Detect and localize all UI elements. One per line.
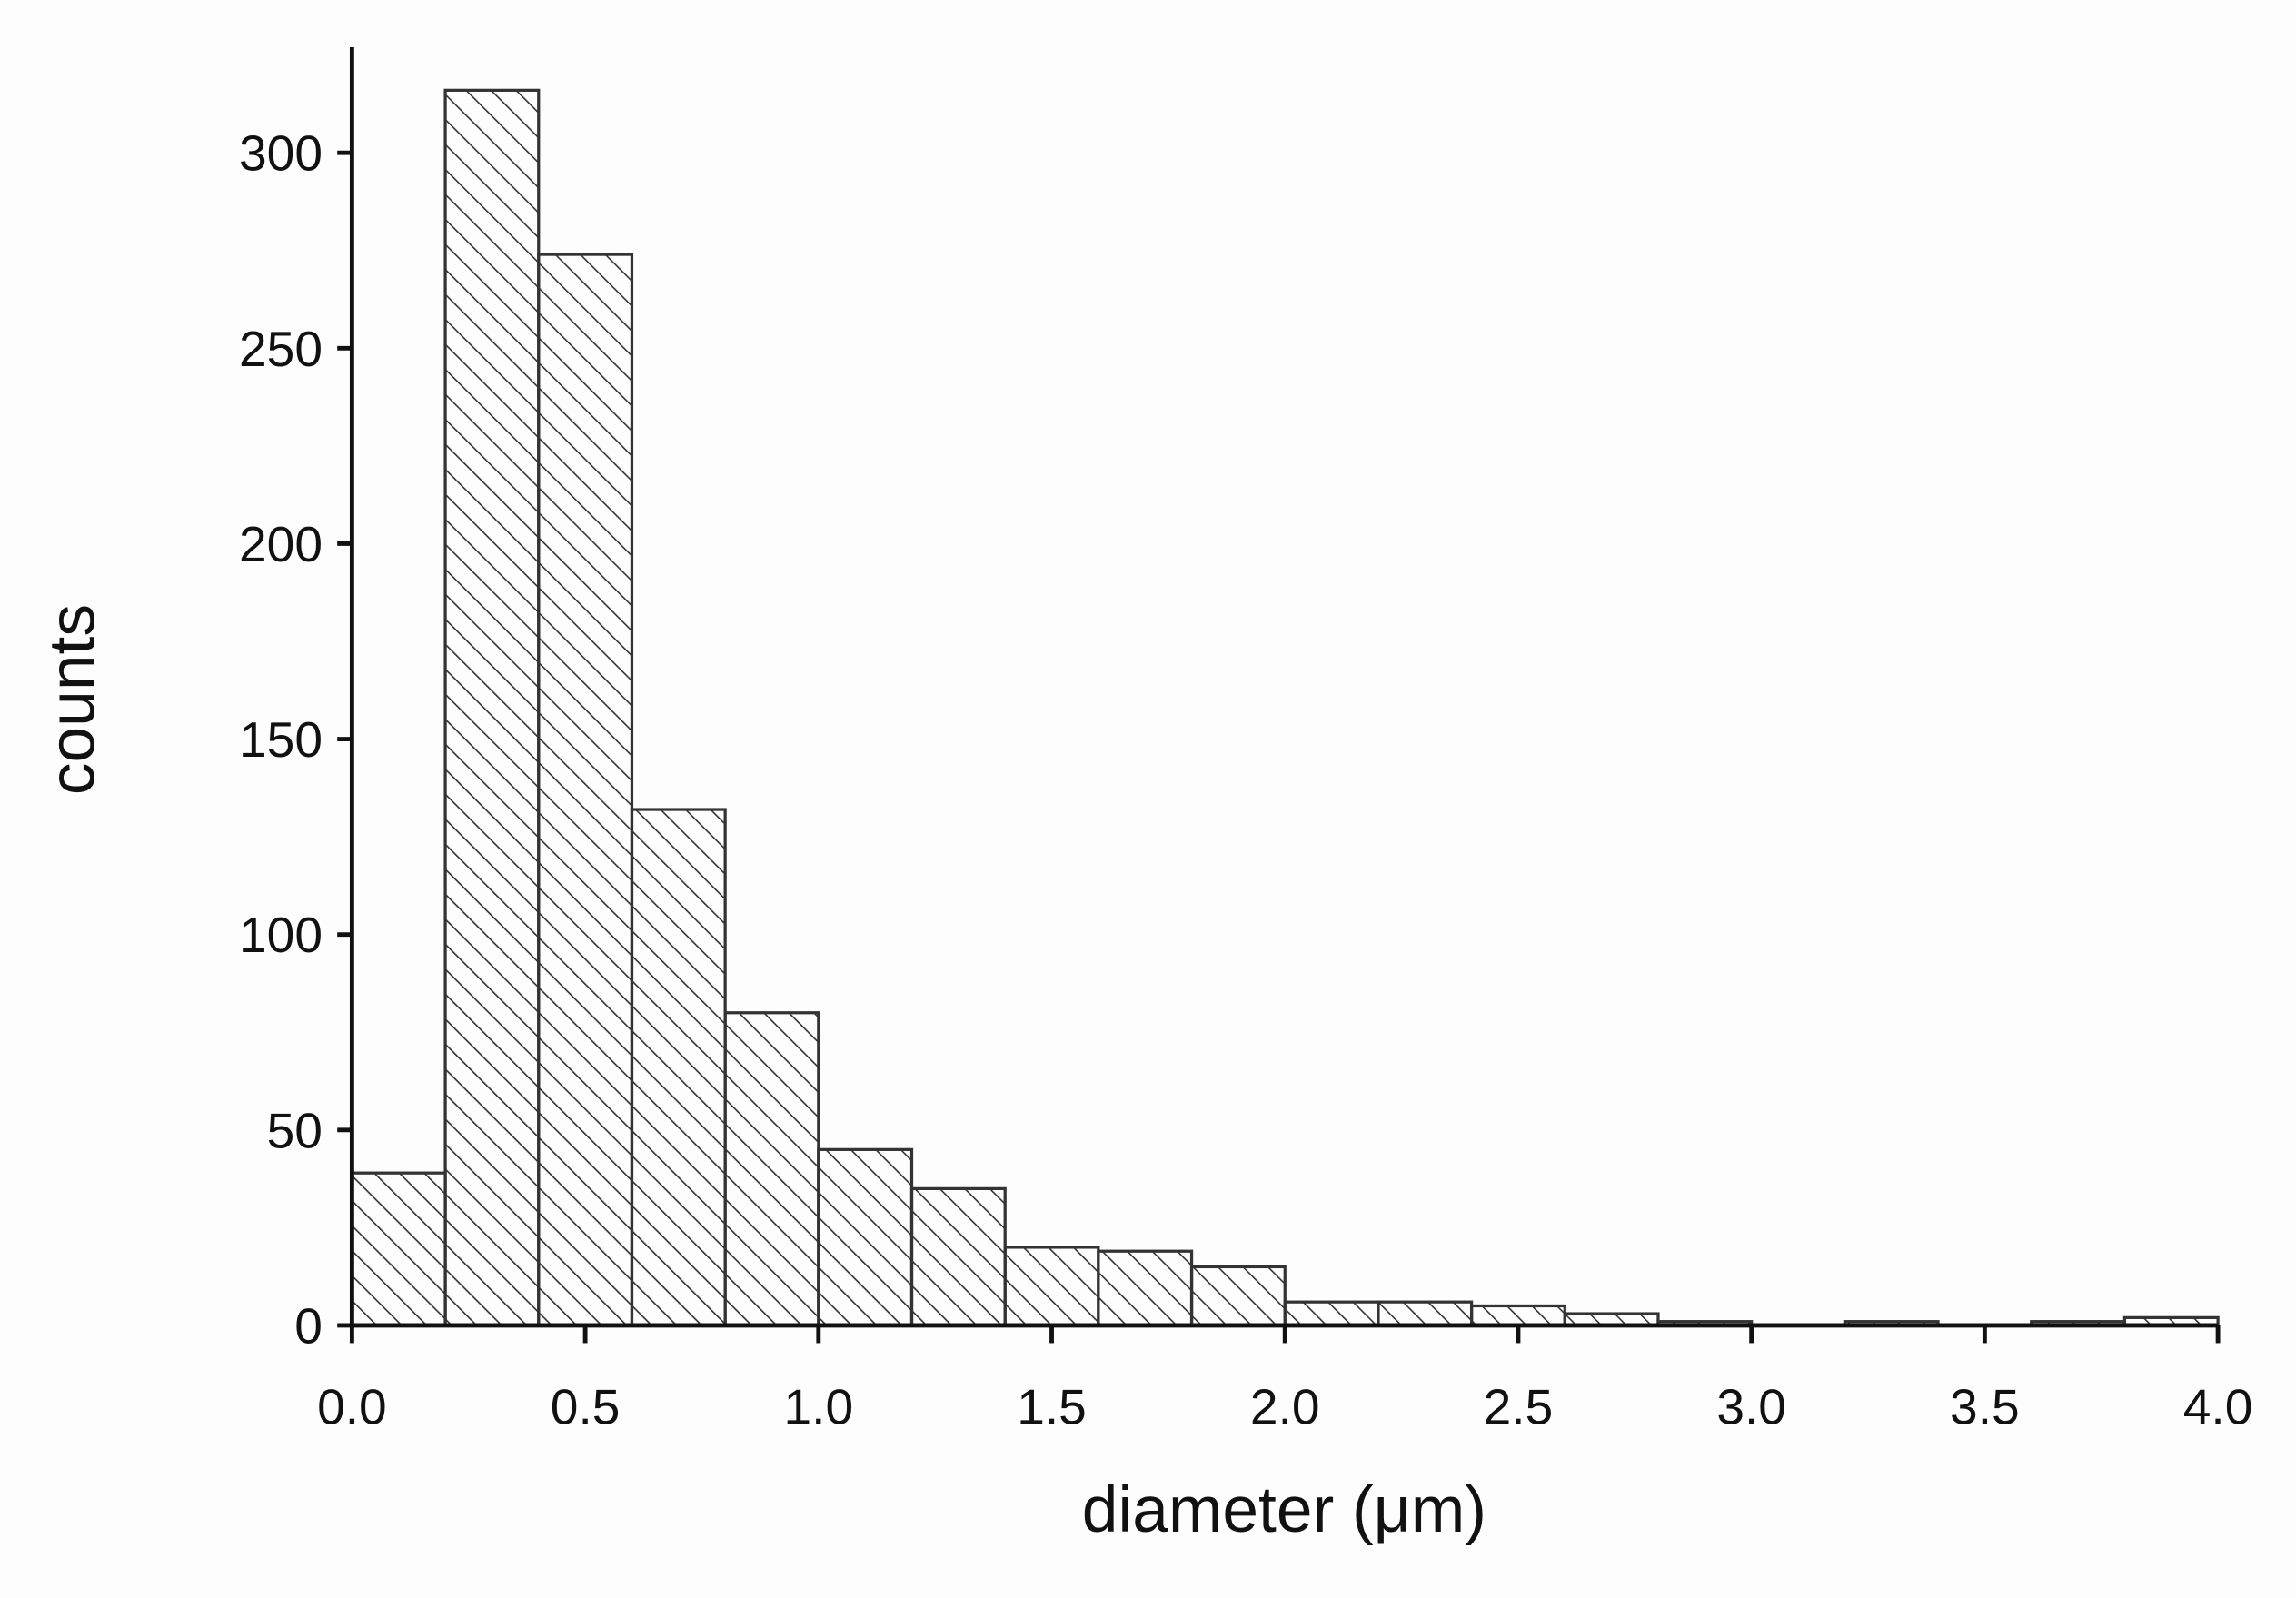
y-tick-label: 250 xyxy=(239,321,323,377)
bar xyxy=(723,1011,820,1327)
y-tick-label: 0 xyxy=(294,1297,323,1354)
x-tick-label: 1.0 xyxy=(784,1379,854,1435)
bar xyxy=(1003,1246,1100,1327)
y-axis-label: counts xyxy=(36,604,109,795)
x-tick-label: 3.0 xyxy=(1716,1379,1786,1435)
y-tick-label: 300 xyxy=(239,125,323,182)
x-tick-label: 1.5 xyxy=(1017,1379,1087,1435)
bar xyxy=(1377,1300,1474,1327)
bar xyxy=(1097,1249,1194,1327)
y-tick-label: 200 xyxy=(239,516,323,572)
x-tick-label: 2.0 xyxy=(1250,1379,1320,1435)
y-tick-label: 150 xyxy=(239,711,323,768)
x-tick-label: 3.5 xyxy=(1950,1379,2020,1435)
bar xyxy=(630,808,727,1327)
bar xyxy=(350,1171,447,1327)
x-tick-label: 0.0 xyxy=(317,1379,387,1435)
bar xyxy=(443,88,541,1327)
bar xyxy=(909,1186,1007,1327)
x-tick-label: 2.5 xyxy=(1484,1379,1554,1435)
bar xyxy=(817,1147,914,1327)
y-tick-label: 100 xyxy=(239,907,323,963)
y-tick-label: 50 xyxy=(267,1102,323,1158)
bar xyxy=(537,253,634,1327)
x-tick-label: 4.0 xyxy=(2183,1379,2253,1435)
bar xyxy=(1189,1265,1287,1327)
x-tick-label: 0.5 xyxy=(551,1379,621,1435)
bar xyxy=(1469,1304,1566,1327)
bar xyxy=(1283,1300,1380,1327)
x-axis-label: diameter (μm) xyxy=(1082,1474,1486,1546)
